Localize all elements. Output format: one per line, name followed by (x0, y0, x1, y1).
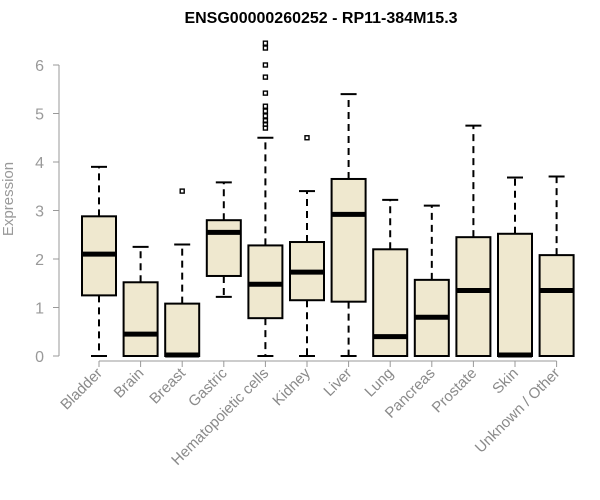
iqr-box (538, 254, 575, 357)
y-tick-label: 6 (35, 58, 44, 75)
y-tick-label: 4 (35, 155, 44, 172)
box-prostate (455, 124, 492, 357)
y-axis-label: Expression (0, 162, 17, 236)
iqr-box (164, 302, 201, 357)
outlier-point (262, 90, 269, 96)
box-skin (497, 176, 533, 358)
box-unknown-other (538, 175, 575, 357)
box-hematopoietic-cells (247, 40, 284, 357)
chart-title: ENSG00000260252 - RP11-384M15.3 (184, 10, 457, 27)
x-tick-label: Breast (146, 364, 189, 407)
outlier-point (262, 45, 269, 51)
outlier-point (262, 74, 269, 80)
x-tick-label: Prostate (429, 365, 481, 417)
iqr-box (372, 248, 409, 357)
x-tick-label: Kidney (269, 364, 314, 409)
y-tick-label: 2 (35, 252, 44, 269)
box-lung (372, 198, 409, 357)
box-brain (122, 245, 159, 357)
x-tick-label: Liver (320, 365, 355, 400)
y-tick-label: 1 (35, 301, 44, 318)
x-tick-label: Skin (489, 365, 522, 398)
y-axis: 0 1 2 3 4 5 6 (35, 58, 60, 366)
outlier-point (179, 188, 185, 194)
y-tick-label: 3 (35, 204, 44, 221)
outlier-point (262, 62, 269, 68)
box-gastric (205, 181, 242, 298)
box-kidney (289, 135, 325, 357)
x-tick-label: Lung (361, 365, 397, 401)
y-tick-label: 5 (35, 107, 44, 124)
outlier-point (262, 108, 269, 114)
boxes-group (81, 40, 575, 358)
box-breast (164, 188, 201, 358)
box-pancreas (413, 204, 450, 358)
iqr-box (122, 281, 159, 357)
iqr-box (455, 236, 492, 357)
outlier-point (304, 135, 310, 141)
box-bladder (81, 165, 117, 357)
y-tick-label: 0 (35, 349, 44, 366)
iqr-box (330, 177, 367, 303)
outlier-point (262, 103, 269, 109)
outlier-point (262, 113, 269, 119)
iqr-box (205, 219, 242, 277)
x-tick-label: Brain (111, 365, 148, 402)
iqr-box (497, 232, 533, 357)
outlier-point (262, 40, 269, 46)
outlier-point (262, 118, 269, 124)
box-liver (330, 93, 367, 357)
x-tick-label: Bladder (57, 365, 106, 414)
